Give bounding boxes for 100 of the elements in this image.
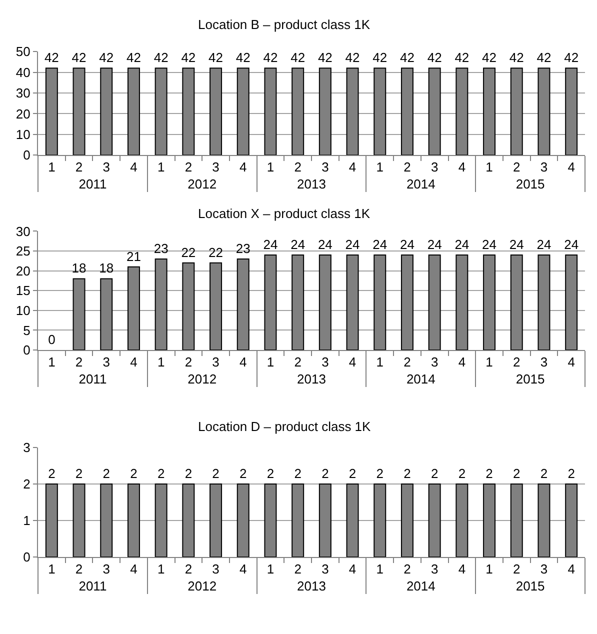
text: 2013 [297, 372, 326, 387]
x-tick-label: 4 [348, 354, 356, 370]
y-tick-label: 40 [16, 64, 30, 80]
data-label: 24 [345, 236, 360, 252]
text: 2014 [406, 578, 436, 594]
x-tick-label: 3 [102, 354, 110, 370]
data-label: 2 [568, 466, 575, 481]
y-tick-label: 50 [16, 44, 30, 60]
x-tick-label: 3 [540, 354, 548, 370]
x-tick-label: 3 [430, 562, 438, 577]
y-tick-label: 0 [23, 148, 30, 163]
data-label: 2 [376, 466, 384, 481]
x-tick-label: 2 [404, 562, 411, 577]
chart-title: Location X – product class 1K [198, 206, 370, 221]
x-tick-label: 4 [458, 562, 466, 577]
x-tick-label: 2 [513, 354, 520, 370]
data-label: 21 [126, 248, 141, 264]
x-tick-label: 4 [458, 160, 466, 175]
x-tick-label: 3 [430, 160, 438, 175]
y-tick-label: 10 [16, 302, 30, 318]
text: 2013 [297, 578, 326, 594]
x-tick-label: 2 [75, 562, 83, 577]
data-label: 22 [208, 244, 224, 260]
text: 2013 [297, 176, 326, 192]
x-tick-label: 3 [322, 562, 329, 577]
data-label: 42 [72, 50, 86, 66]
x-tick-label: 1 [486, 160, 493, 175]
data-label: 42 [181, 50, 196, 66]
data-label: 2 [48, 466, 56, 481]
x-tick-label: 3 [102, 562, 110, 577]
y-tick-label: 20 [16, 263, 30, 278]
y-tick-label: 3 [23, 440, 30, 455]
x-tick-label: 4 [568, 354, 575, 370]
x-tick-label: 3 [430, 354, 438, 370]
x-tick-label: 2 [75, 354, 83, 370]
text: 2011 [78, 372, 107, 387]
data-label: 2 [348, 466, 356, 481]
data-label: 2 [404, 466, 411, 481]
x-tick-label: 1 [266, 562, 274, 577]
x-tick-label: 4 [458, 354, 466, 370]
x-tick-label: 4 [348, 160, 356, 175]
data-label: 42 [208, 50, 224, 66]
data-label: 42 [126, 50, 141, 66]
x-tick-label: 3 [540, 562, 548, 577]
x-tick-label: 4 [240, 160, 247, 175]
y-tick-label: 30 [16, 86, 30, 101]
x-tick-label: 3 [102, 160, 110, 175]
y-tick-label: 0 [23, 550, 30, 565]
data-label: 2 [184, 466, 192, 481]
data-label: 0 [48, 332, 56, 347]
x-tick-label: 1 [48, 160, 56, 175]
data-label: 2 [240, 466, 247, 481]
x-tick-label: 1 [157, 160, 165, 175]
x-tick-label: 3 [322, 160, 329, 175]
data-label: 42 [154, 50, 168, 66]
data-label: 42 [564, 50, 579, 66]
data-label: 2 [266, 466, 274, 481]
x-tick-label: 2 [294, 160, 302, 175]
data-label: 22 [181, 244, 196, 260]
x-tick-label: 2 [184, 354, 192, 370]
data-label: 2 [486, 466, 493, 481]
x-tick-label: 3 [212, 562, 220, 577]
y-tick-label: 20 [16, 106, 30, 122]
data-label: 42 [236, 50, 250, 66]
text: 2012 [188, 176, 217, 192]
x-tick-label: 2 [75, 160, 83, 175]
text: 2015 [516, 578, 545, 594]
data-label: 24 [536, 236, 552, 252]
x-tick-label: 4 [130, 562, 138, 577]
data-label: 2 [513, 466, 520, 481]
y-tick-label: 10 [16, 126, 30, 142]
x-tick-label: 4 [568, 562, 575, 577]
data-label: 42 [400, 50, 414, 66]
text: 2011 [78, 578, 107, 594]
x-tick-label: 3 [212, 160, 220, 175]
data-label: 24 [400, 236, 414, 252]
data-label: 42 [99, 50, 114, 66]
text: 2011 [78, 176, 107, 192]
data-label: 2 [102, 466, 110, 481]
x-tick-label: 1 [486, 562, 493, 577]
x-tick-label: 1 [486, 354, 493, 370]
y-tick-label: 15 [16, 283, 30, 298]
data-label: 2 [75, 466, 83, 481]
x-tick-label: 1 [48, 354, 56, 370]
text: 2014 [406, 176, 436, 192]
data-label: 2 [458, 466, 466, 481]
data-label: 24 [290, 236, 306, 252]
data-label: 42 [454, 50, 470, 66]
data-label: 42 [372, 50, 388, 66]
data-label: 42 [263, 50, 278, 66]
data-label: 18 [99, 260, 114, 276]
data-label: 2 [130, 466, 138, 481]
x-tick-label: 2 [513, 160, 520, 175]
data-label: 18 [72, 260, 86, 276]
x-tick-label: 4 [130, 354, 138, 370]
data-label: 42 [427, 50, 442, 66]
data-label: 2 [430, 466, 438, 481]
data-label: 42 [536, 50, 552, 66]
data-label: 2 [294, 466, 302, 481]
text: 2012 [188, 372, 217, 387]
